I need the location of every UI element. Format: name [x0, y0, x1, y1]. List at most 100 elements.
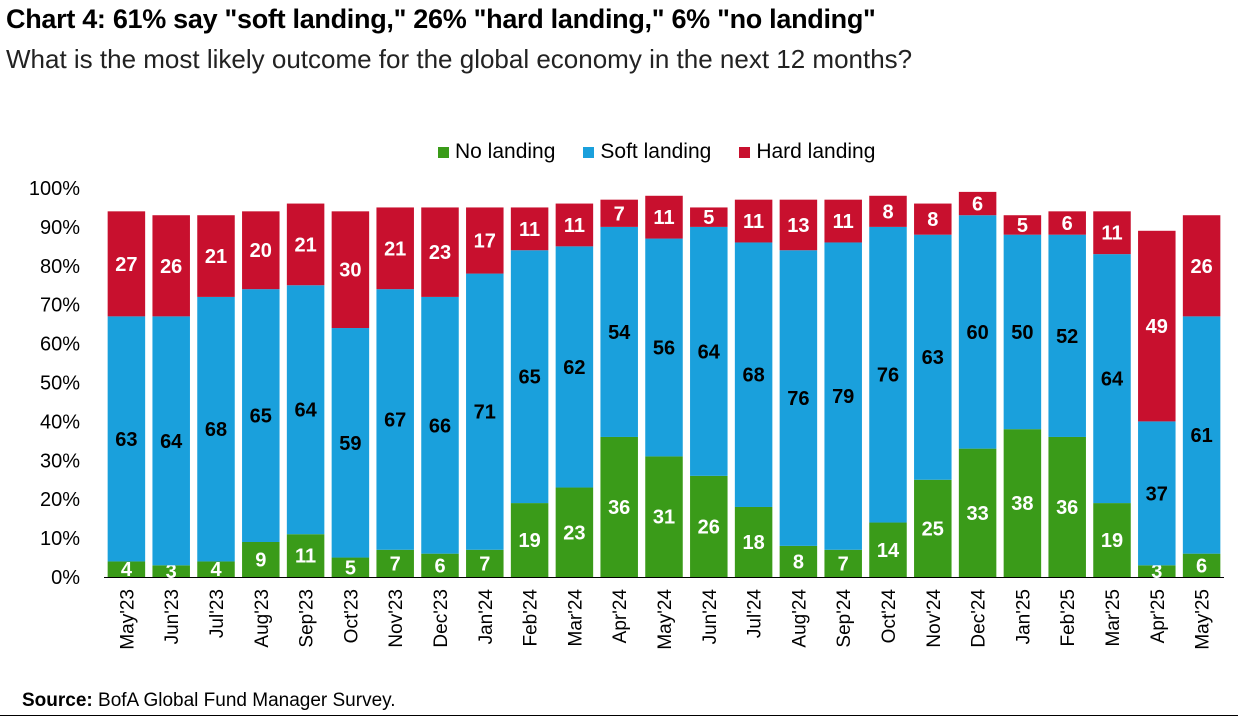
data-label-soft-landing: 54: [608, 322, 631, 344]
bar-segment-soft-landing: [1003, 234, 1042, 430]
data-label-soft-landing: 65: [250, 406, 272, 428]
data-label-soft-landing: 79: [832, 386, 854, 408]
legend-swatch-soft-landing: [583, 146, 595, 158]
data-label-no-landing: 36: [1056, 497, 1078, 519]
data-label-hard-landing: 21: [384, 238, 406, 260]
bar-segment-soft-landing: [1182, 316, 1221, 554]
data-label-hard-landing: 8: [882, 201, 893, 223]
data-label-soft-landing: 63: [115, 429, 137, 451]
bar-segment-hard-landing: [1003, 215, 1042, 235]
bar-segment-no-landing: [107, 561, 146, 577]
data-label-no-landing: 6: [1196, 555, 1207, 577]
bar-segment-no-landing: [555, 487, 594, 577]
bar-segment-hard-landing: [1093, 211, 1131, 255]
x-tick-label: Oct'23: [341, 589, 362, 643]
legend: No landing Soft landing Hard landing: [438, 140, 875, 164]
data-label-soft-landing: 50: [1011, 322, 1033, 344]
bar-segment-soft-landing: [645, 238, 683, 457]
x-tick-label: Nov'24: [924, 589, 945, 648]
bar-segment-hard-landing: [331, 211, 370, 329]
bar-segment-no-landing: [1138, 565, 1176, 577]
data-label-no-landing: 6: [434, 555, 445, 577]
x-tick-label: Jul'23: [207, 589, 228, 638]
y-tick-label: 0%: [51, 567, 80, 589]
y-tick-label: 40%: [40, 411, 80, 433]
data-label-soft-landing: 66: [429, 415, 451, 437]
y-tick-label: 60%: [40, 334, 80, 356]
bar-segment-no-landing: [510, 503, 549, 577]
bar-segment-no-landing: [645, 456, 683, 577]
data-label-no-landing: 14: [877, 540, 900, 562]
data-label-hard-landing: 26: [1190, 256, 1212, 278]
x-tick-label: Dec'24: [969, 589, 990, 648]
data-label-soft-landing: 64: [160, 431, 183, 453]
legend-label-soft-landing: Soft landing: [600, 140, 712, 163]
bar-segment-no-landing: [914, 479, 952, 577]
data-label-hard-landing: 49: [1146, 316, 1168, 338]
bar-segment-soft-landing: [734, 242, 773, 507]
legend-item-no-landing: No landing: [438, 140, 555, 164]
y-tick-label: 70%: [40, 295, 80, 317]
y-tick-label: 90%: [40, 217, 80, 239]
source-text: BofA Global Fund Manager Survey.: [98, 690, 396, 711]
data-label-no-landing: 7: [390, 553, 401, 575]
data-label-no-landing: 4: [210, 559, 222, 581]
x-tick-label: Nov'23: [386, 589, 407, 648]
y-tick-label: 20%: [40, 489, 80, 511]
bar-segment-soft-landing: [421, 296, 459, 554]
bar-segment-soft-landing: [286, 285, 325, 535]
x-tick-label: May'23: [117, 589, 138, 650]
data-label-hard-landing: 11: [653, 207, 674, 229]
bar-segment-no-landing: [466, 549, 504, 577]
bar-segment-soft-landing: [690, 226, 728, 476]
x-tick-label: Apr'25: [1148, 589, 1169, 643]
bar-segment-hard-landing: [510, 207, 549, 251]
bar-segment-hard-landing: [645, 195, 683, 239]
x-tick-label: Jul'24: [745, 589, 766, 638]
legend-item-soft-landing: Soft landing: [583, 140, 711, 164]
data-label-no-landing: 5: [345, 557, 356, 579]
x-tick-label: Dec'23: [431, 589, 452, 648]
x-tick-label: Jan'25: [1013, 589, 1034, 644]
x-tick-label: Feb'25: [1058, 589, 1079, 647]
x-tick-label: Mar'24: [565, 589, 586, 647]
data-label-no-landing: 19: [518, 530, 540, 552]
data-label-soft-landing: 64: [294, 400, 317, 422]
bar-segment-hard-landing: [690, 207, 728, 227]
data-label-soft-landing: 67: [384, 409, 406, 431]
data-label-hard-landing: 20: [250, 240, 272, 262]
data-label-soft-landing: 64: [698, 341, 721, 363]
bar-segment-hard-landing: [914, 203, 952, 235]
legend-label-hard-landing: Hard landing: [756, 140, 876, 163]
data-label-hard-landing: 6: [1062, 213, 1073, 235]
bar-segment-hard-landing: [600, 199, 638, 227]
data-label-no-landing: 9: [255, 549, 266, 571]
chart-subtitle: What is the most likely outcome for the …: [6, 44, 913, 74]
legend-item-hard-landing: Hard landing: [739, 140, 875, 164]
data-label-hard-landing: 23: [429, 242, 451, 264]
bar-segment-hard-landing: [824, 199, 862, 243]
bar-segment-no-landing: [1093, 503, 1131, 577]
data-label-no-landing: 33: [966, 503, 988, 525]
source-label: Source:: [22, 690, 93, 711]
bar-segment-no-landing: [376, 549, 414, 577]
bar-segment-soft-landing: [242, 289, 280, 542]
x-tick-label: Mar'25: [1103, 589, 1124, 646]
x-tick-label: Apr'24: [610, 589, 631, 644]
bar-segment-hard-landing: [376, 207, 414, 290]
bar-segment-soft-landing: [466, 273, 504, 550]
bar-segment-no-landing: [1003, 429, 1042, 577]
data-label-hard-landing: 26: [160, 256, 182, 278]
data-label-no-landing: 7: [479, 553, 490, 575]
x-tick-label: May'25: [1193, 589, 1214, 650]
source-note: Source: BofA Global Fund Manager Survey.: [22, 690, 396, 712]
data-label-hard-landing: 6: [972, 194, 983, 216]
data-label-hard-landing: 11: [519, 219, 540, 241]
bar-segment-no-landing: [152, 565, 190, 577]
data-label-hard-landing: 17: [474, 231, 496, 253]
data-label-hard-landing: 21: [205, 246, 227, 268]
bar-segment-no-landing: [734, 506, 773, 577]
data-label-hard-landing: 5: [1017, 215, 1028, 237]
data-label-no-landing: 3: [166, 561, 177, 583]
bar-segment-soft-landing: [152, 316, 190, 566]
